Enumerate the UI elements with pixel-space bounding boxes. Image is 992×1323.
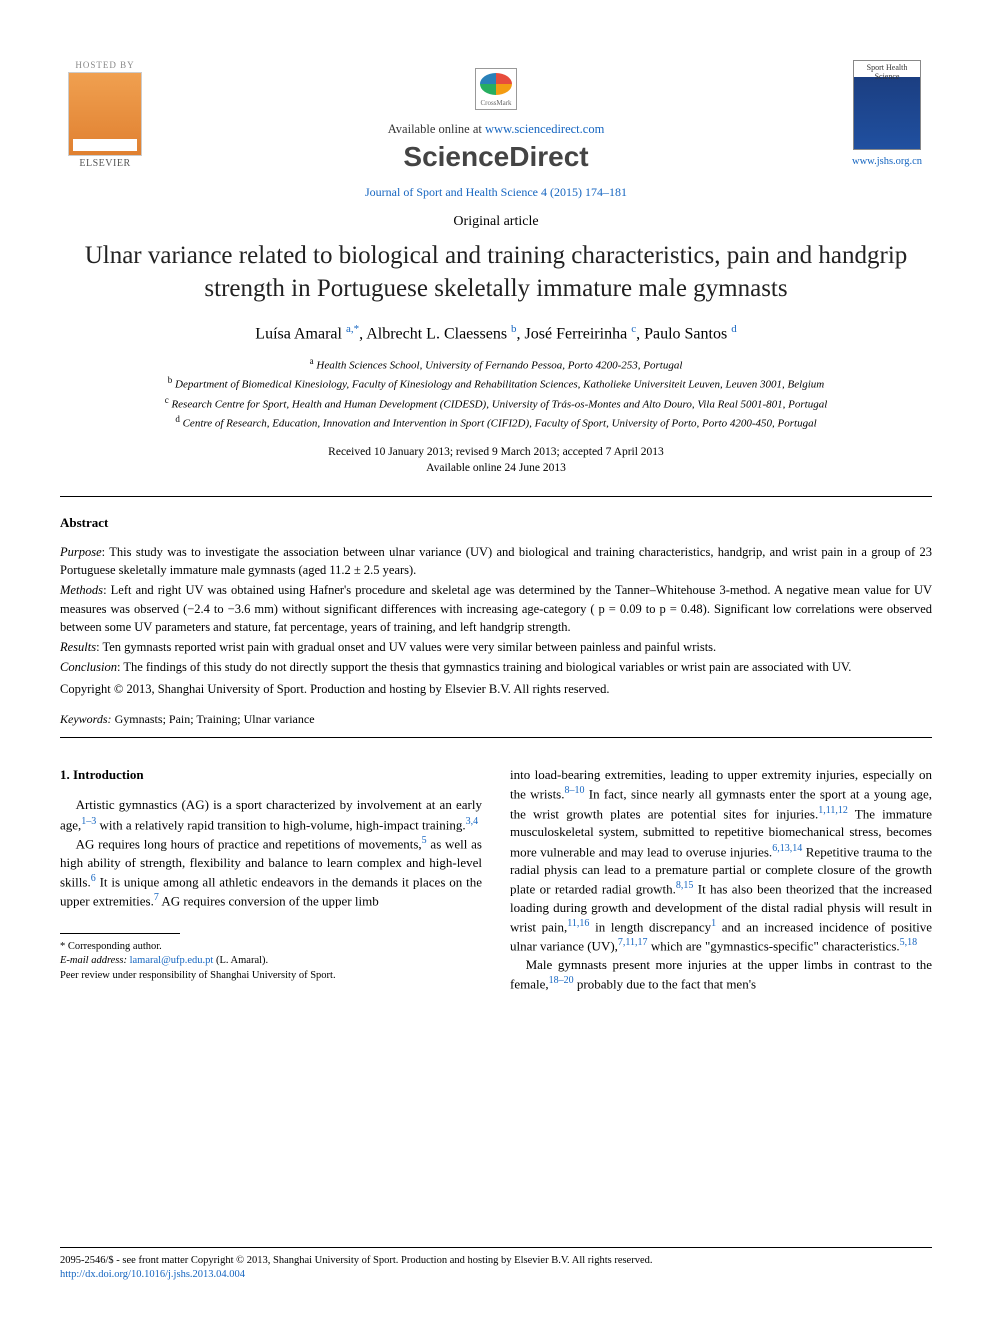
available-online-text: Available online at www.sciencedirect.co… bbox=[150, 122, 842, 137]
journal-citation[interactable]: Journal of Sport and Health Science 4 (2… bbox=[150, 185, 842, 200]
dates-online: Available online 24 June 2013 bbox=[60, 460, 932, 476]
affiliation-d: d Centre of Research, Education, Innovat… bbox=[60, 413, 932, 432]
header-row: HOSTED BY ELSEVIER CrossMark Available o… bbox=[60, 60, 932, 200]
rule-below-abstract bbox=[60, 737, 932, 738]
keywords-label: Keywords: bbox=[60, 712, 112, 726]
elsevier-tree-icon[interactable] bbox=[68, 72, 142, 156]
intro-p4: Male gymnasts present more injuries at t… bbox=[510, 956, 932, 994]
rule-above-abstract bbox=[60, 496, 932, 497]
column-right: into load-bearing extremities, leading t… bbox=[510, 766, 932, 994]
footer-rule bbox=[60, 1247, 932, 1248]
footnotes: * Corresponding author. E-mail address: … bbox=[60, 940, 482, 984]
affiliation-b: b Department of Biomedical Kinesiology, … bbox=[60, 374, 932, 393]
journal-cover-box: Sport Health Science www.jshs.org.cn bbox=[842, 60, 932, 167]
keywords-values: Gymnasts; Pain; Training; Ulnar variance bbox=[115, 712, 315, 726]
dates-received: Received 10 January 2013; revised 9 Marc… bbox=[60, 444, 932, 460]
abstract-body: Purpose: This study was to investigate t… bbox=[60, 543, 932, 698]
keywords-line: Keywords: Gymnasts; Pain; Training; Ulna… bbox=[60, 712, 932, 727]
email-link[interactable]: lamaral@ufp.edu.pt bbox=[130, 955, 214, 966]
intro-p3: into load-bearing extremities, leading t… bbox=[510, 766, 932, 956]
journal-cover-label: Sport Health Science bbox=[858, 63, 916, 81]
page-footer: 2095-2546/$ - see front matter Copyright… bbox=[60, 1243, 932, 1283]
abstract-purpose: Purpose: This study was to investigate t… bbox=[60, 543, 932, 579]
corresponding-author: * Corresponding author. bbox=[60, 940, 482, 955]
available-prefix: Available online at bbox=[388, 122, 485, 136]
abstract-results: Results: Ten gymnasts reported wrist pai… bbox=[60, 638, 932, 656]
abstract-conclusion: Conclusion: The findings of this study d… bbox=[60, 658, 932, 676]
affiliations: a Health Sciences School, University of … bbox=[60, 355, 932, 432]
article-type: Original article bbox=[60, 214, 932, 230]
peer-review: Peer review under responsibility of Shan… bbox=[60, 969, 482, 984]
email-name: (L. Amaral). bbox=[216, 955, 268, 966]
abstract-copyright: Copyright © 2013, Shanghai University of… bbox=[60, 680, 932, 698]
authors-line: Luísa Amaral a,*, Albrecht L. Claessens … bbox=[60, 323, 932, 343]
intro-p2: AG requires long hours of practice and r… bbox=[60, 834, 482, 911]
article-title: Ulnar variance related to biological and… bbox=[60, 240, 932, 305]
abstract-heading: Abstract bbox=[60, 515, 932, 531]
column-left: 1. Introduction Artistic gymnastics (AG)… bbox=[60, 766, 482, 994]
hosted-by-label: HOSTED BY bbox=[60, 60, 150, 70]
jshs-url[interactable]: www.jshs.org.cn bbox=[842, 156, 932, 167]
crossmark-label: CrossMark bbox=[476, 99, 516, 107]
footer-doi[interactable]: http://dx.doi.org/10.1016/j.jshs.2013.04… bbox=[60, 1268, 932, 1283]
footnote-separator bbox=[60, 933, 180, 934]
footer-copyright: 2095-2546/$ - see front matter Copyright… bbox=[60, 1254, 932, 1269]
crossmark-icon[interactable]: CrossMark bbox=[475, 68, 517, 110]
intro-heading: 1. Introduction bbox=[60, 766, 482, 784]
intro-p1: Artistic gymnastics (AG) is a sport char… bbox=[60, 796, 482, 834]
email-line: E-mail address: lamaral@ufp.edu.pt (L. A… bbox=[60, 954, 482, 969]
journal-cover-icon[interactable]: Sport Health Science bbox=[853, 60, 921, 150]
elsevier-logo-box: HOSTED BY ELSEVIER bbox=[60, 60, 150, 169]
article-dates: Received 10 January 2013; revised 9 Marc… bbox=[60, 444, 932, 476]
affiliation-a: a Health Sciences School, University of … bbox=[60, 355, 932, 374]
sciencedirect-url[interactable]: www.sciencedirect.com bbox=[485, 122, 604, 136]
body-columns: 1. Introduction Artistic gymnastics (AG)… bbox=[60, 766, 932, 994]
center-header: CrossMark Available online at www.scienc… bbox=[150, 60, 842, 200]
email-label: E-mail address: bbox=[60, 955, 127, 966]
abstract-methods: Methods: Left and right UV was obtained … bbox=[60, 581, 932, 635]
elsevier-label: ELSEVIER bbox=[60, 158, 150, 169]
sciencedirect-logo: ScienceDirect bbox=[150, 141, 842, 173]
affiliation-c: c Research Centre for Sport, Health and … bbox=[60, 394, 932, 413]
